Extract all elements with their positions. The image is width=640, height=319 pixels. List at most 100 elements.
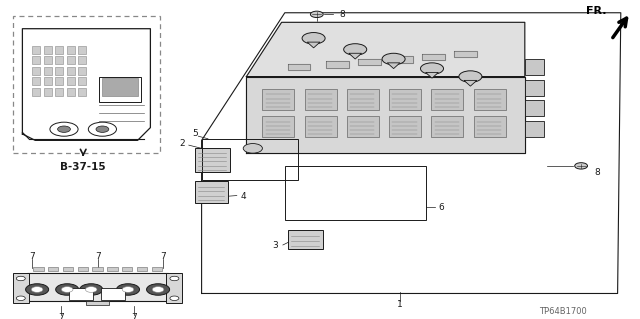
Circle shape xyxy=(302,33,325,44)
Circle shape xyxy=(152,286,164,292)
Text: 3: 3 xyxy=(273,241,278,250)
Circle shape xyxy=(96,126,109,132)
Bar xyxy=(44,67,52,75)
Bar xyxy=(44,46,52,54)
Bar xyxy=(102,78,138,96)
Polygon shape xyxy=(454,51,477,57)
Circle shape xyxy=(17,296,26,300)
Circle shape xyxy=(170,296,179,300)
Bar xyxy=(78,77,86,85)
Text: 7: 7 xyxy=(58,313,63,319)
Bar xyxy=(67,56,75,64)
Bar xyxy=(101,288,125,300)
Circle shape xyxy=(310,11,323,18)
Bar xyxy=(44,77,52,85)
Bar xyxy=(55,77,63,85)
Text: 7: 7 xyxy=(481,63,486,71)
Circle shape xyxy=(459,71,482,82)
Text: 7: 7 xyxy=(132,313,137,319)
Circle shape xyxy=(243,144,262,153)
Text: 2: 2 xyxy=(180,139,185,148)
Bar xyxy=(99,77,141,102)
Text: 8: 8 xyxy=(340,10,345,19)
Circle shape xyxy=(575,163,588,169)
Text: 5: 5 xyxy=(193,130,198,138)
Polygon shape xyxy=(422,54,445,60)
Circle shape xyxy=(79,284,102,295)
Circle shape xyxy=(382,53,405,65)
Bar xyxy=(166,273,182,303)
Bar xyxy=(48,267,58,271)
Text: B-37-15: B-37-15 xyxy=(60,162,106,173)
Bar xyxy=(152,267,162,271)
Text: 7: 7 xyxy=(404,45,409,54)
Circle shape xyxy=(170,276,179,281)
Polygon shape xyxy=(326,61,349,68)
Circle shape xyxy=(50,122,78,136)
Bar xyxy=(431,116,463,137)
Circle shape xyxy=(147,284,170,295)
Text: 1: 1 xyxy=(397,300,403,309)
Bar xyxy=(262,89,294,110)
Bar xyxy=(389,89,421,110)
Circle shape xyxy=(56,284,79,295)
Polygon shape xyxy=(246,22,525,77)
Bar xyxy=(305,116,337,137)
Bar xyxy=(347,89,379,110)
Bar xyxy=(67,88,75,96)
Bar xyxy=(525,121,544,137)
Polygon shape xyxy=(358,59,381,65)
Bar xyxy=(78,56,86,64)
Text: 7: 7 xyxy=(161,252,166,261)
Bar xyxy=(67,67,75,75)
Bar xyxy=(195,148,230,172)
Text: 7: 7 xyxy=(365,35,371,44)
Circle shape xyxy=(85,286,97,292)
Bar xyxy=(67,46,75,54)
Bar xyxy=(67,77,75,85)
Bar xyxy=(27,273,168,301)
Bar xyxy=(122,267,132,271)
Bar xyxy=(525,100,544,116)
Bar xyxy=(202,139,298,180)
Circle shape xyxy=(31,286,43,292)
Bar xyxy=(525,59,544,75)
Polygon shape xyxy=(387,63,400,69)
Bar xyxy=(63,267,73,271)
Text: 8: 8 xyxy=(595,168,600,177)
Circle shape xyxy=(420,63,444,74)
Bar xyxy=(13,273,29,303)
Text: 7: 7 xyxy=(324,24,329,33)
Bar xyxy=(474,116,506,137)
Circle shape xyxy=(116,284,140,295)
Polygon shape xyxy=(307,42,320,48)
Bar xyxy=(431,89,463,110)
Bar xyxy=(32,46,40,54)
Bar xyxy=(44,88,52,96)
Bar xyxy=(389,116,421,137)
Polygon shape xyxy=(390,56,413,63)
Text: 7: 7 xyxy=(442,55,447,63)
Bar xyxy=(78,88,86,96)
Bar xyxy=(305,89,337,110)
Text: 4: 4 xyxy=(241,192,246,201)
Bar xyxy=(262,116,294,137)
Text: 7: 7 xyxy=(95,252,100,261)
Bar xyxy=(285,166,426,220)
Bar xyxy=(195,181,228,203)
Text: TP64B1700: TP64B1700 xyxy=(540,307,587,315)
Bar xyxy=(69,288,93,300)
Bar xyxy=(33,267,44,271)
Text: FR.: FR. xyxy=(586,6,606,16)
Polygon shape xyxy=(22,29,150,140)
Bar xyxy=(86,301,109,305)
Text: 7: 7 xyxy=(29,252,35,261)
Circle shape xyxy=(58,126,70,132)
Bar xyxy=(55,56,63,64)
Bar xyxy=(32,67,40,75)
Polygon shape xyxy=(288,64,310,70)
Circle shape xyxy=(26,284,49,295)
Text: 6: 6 xyxy=(439,203,444,212)
Polygon shape xyxy=(426,72,438,78)
Polygon shape xyxy=(464,80,477,86)
